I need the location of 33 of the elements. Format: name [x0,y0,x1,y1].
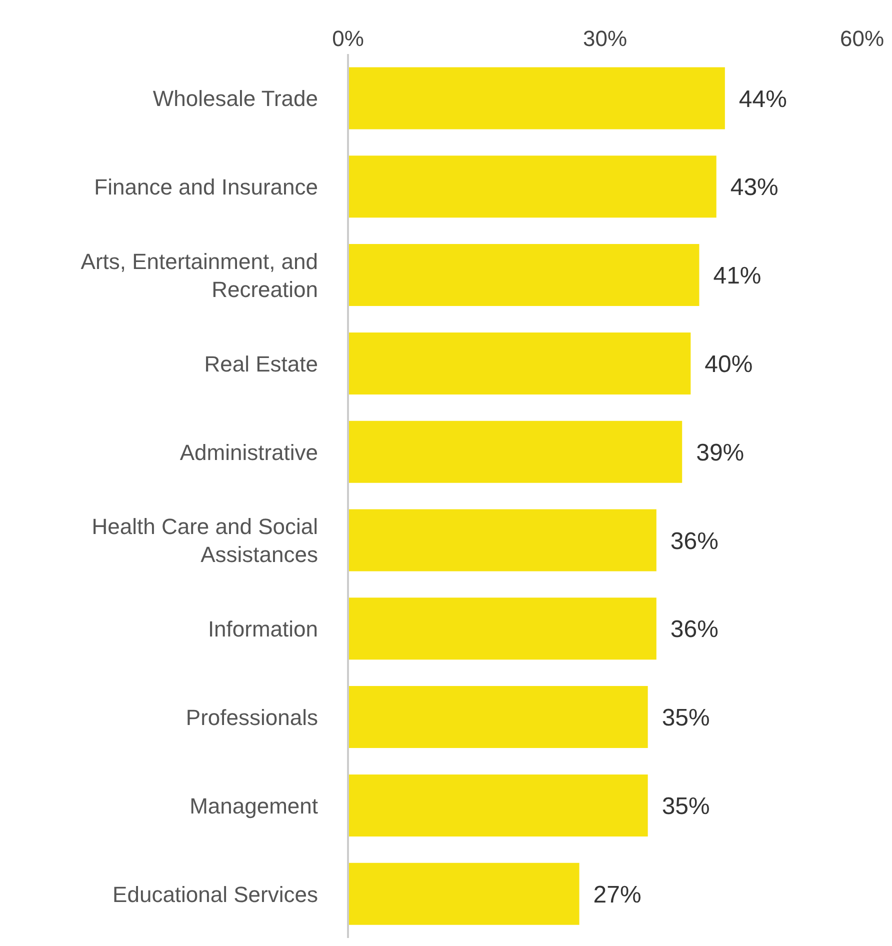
data-label: 39% [696,439,744,466]
data-label: 36% [670,616,718,644]
y-tick-label: Finance and Insurance [94,174,318,200]
data-label: 36% [670,528,718,555]
data-label: 27% [593,881,642,908]
data-label: 44% [738,86,787,113]
y-tick-label: Professionals [186,704,318,730]
bar [348,598,656,660]
bar [348,420,682,483]
x-tick-label: 0% [332,26,364,51]
x-tick-label: 60% [840,26,884,51]
data-label: 41% [713,262,762,290]
y-tick-label: Health Care and Social Assistances [92,514,318,567]
data-label: 35% [662,792,710,820]
data-label: 35% [662,704,710,732]
y-tick-label: Management [190,792,318,818]
x-tick-label: 30% [582,26,628,51]
y-tick-label: Real Estate [204,350,318,376]
data-label: 40% [704,350,753,378]
y-tick-label: Educational Services [112,881,318,906]
y-tick-label: Arts, Entertainment, and Recreation [80,248,318,302]
bar [348,156,716,218]
bar [348,67,725,130]
data-label: 43% [730,174,778,202]
bar [348,244,700,306]
y-tick-label: Administrative [180,439,318,464]
bar [348,332,691,394]
bar [348,862,580,925]
bar [348,774,648,836]
y-tick-label: Information [208,616,318,642]
bar [348,686,648,748]
y-tick-label: Wholesale Trade [152,86,318,111]
bar [348,509,656,572]
